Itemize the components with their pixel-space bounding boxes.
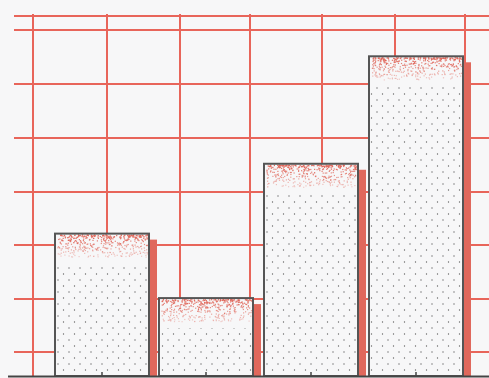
- bar-2: [158, 297, 261, 377]
- bar-dot-texture: [160, 328, 252, 376]
- bar-3: [263, 162, 366, 377]
- bar-dot-texture: [265, 193, 357, 376]
- bar-stipple: [161, 299, 253, 323]
- bar-4: [368, 55, 471, 378]
- bar-stipple: [266, 164, 357, 188]
- bar-1: [54, 232, 157, 377]
- bar-dot-texture: [56, 263, 148, 376]
- bar-stipple: [371, 57, 463, 81]
- bars: [54, 55, 471, 378]
- bar-dot-texture: [370, 86, 462, 376]
- bar-stipple: [57, 234, 149, 258]
